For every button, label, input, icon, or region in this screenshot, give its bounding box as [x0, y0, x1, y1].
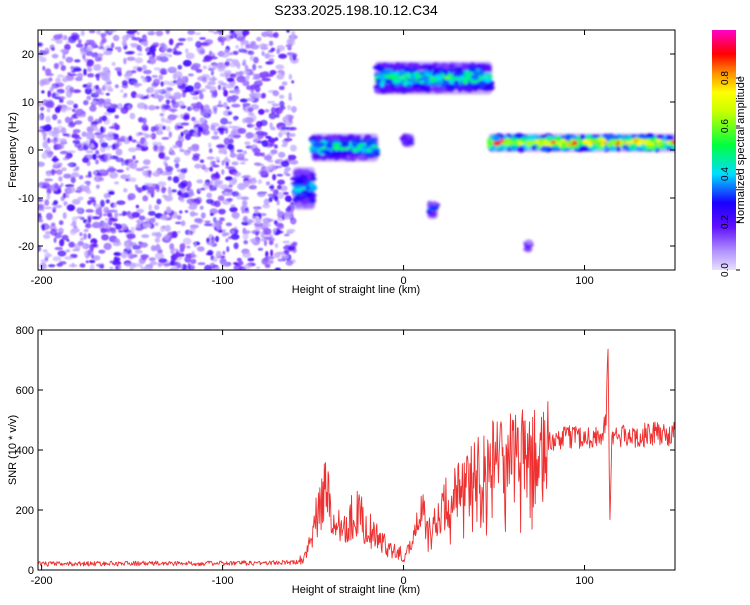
- signal-feature-4: [399, 133, 415, 148]
- x-tick-label: 100: [575, 275, 593, 287]
- x-tick-label: -100: [212, 275, 234, 287]
- colorbar-tick-label: 0.2: [720, 215, 731, 229]
- colorbar-gradient: [712, 30, 736, 270]
- snr-panel: -200 -100 0 100 0 200 400 600 800 Height of stra…: [7, 325, 676, 596]
- colorbar: 0.0 0.2 0.4 0.6 0.8 Normalized spectral ampl…: [712, 30, 747, 277]
- figure-title: S233.2025.198.10.12.C34: [274, 2, 438, 18]
- colorbar-tick-label: 0.0: [720, 263, 731, 277]
- colorbar-tick-label: 0.4: [720, 167, 731, 181]
- noise-blob-group: [38, 30, 299, 270]
- snr-axes: -200 -100 0 100 0 200 400 600 800: [16, 325, 675, 587]
- colorbar-ticks: 0.0 0.2 0.4 0.6 0.8: [720, 71, 740, 277]
- signal-feature-1: [290, 167, 318, 210]
- snr-plot-area: [38, 348, 675, 567]
- y-tick-label: 20: [22, 49, 34, 61]
- y-tick-label: 10: [22, 97, 34, 109]
- signal-region: [290, 61, 675, 253]
- noise-region: [38, 30, 299, 270]
- y-tick-label: -20: [18, 241, 34, 253]
- spectrogram-x-label: Height of straight line (km): [292, 284, 420, 296]
- signal-feature-2: [308, 133, 381, 162]
- y-tick-label: 800: [16, 325, 34, 337]
- colorbar-tick-label: 0.6: [720, 119, 731, 133]
- x-tick-label: 0: [400, 575, 406, 587]
- y-tick-label: 0: [28, 565, 34, 577]
- y-tick-label: 600: [16, 385, 34, 397]
- spectrogram-y-label: Frequency (Hz): [7, 112, 19, 188]
- x-tick-label: -200: [31, 575, 53, 587]
- signal-feature-5: [426, 200, 441, 220]
- y-tick-label: 0: [28, 145, 34, 157]
- y-tick-label: -10: [18, 193, 34, 205]
- signal-feature-6: [523, 239, 534, 253]
- y-tick-label: 400: [16, 445, 34, 457]
- snr-x-label: Height of straight line (km): [292, 584, 420, 596]
- x-tick-label: 100: [575, 575, 593, 587]
- y-tick-label: 200: [16, 505, 34, 517]
- x-tick-label: 0: [400, 275, 406, 287]
- x-tick-label: -100: [212, 575, 234, 587]
- colorbar-tick-label: 0.8: [720, 71, 731, 85]
- signal-feature-7: [486, 133, 675, 153]
- x-tick-label: -200: [31, 275, 53, 287]
- signal-feature-3: [372, 61, 495, 95]
- snr-y-label: SNR (10 * v/v): [7, 415, 19, 485]
- snr-series-line: [38, 348, 675, 567]
- spectrogram-image: [38, 30, 675, 270]
- colorbar-label: Normalized spectral amplitude: [735, 76, 747, 224]
